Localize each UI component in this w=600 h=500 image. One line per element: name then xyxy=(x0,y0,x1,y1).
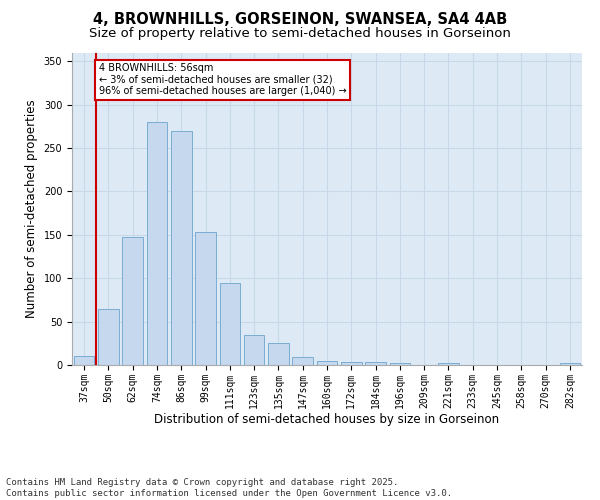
Bar xyxy=(341,362,362,365)
Bar xyxy=(438,364,459,365)
Y-axis label: Number of semi-detached properties: Number of semi-detached properties xyxy=(25,100,38,318)
Text: Contains HM Land Registry data © Crown copyright and database right 2025.
Contai: Contains HM Land Registry data © Crown c… xyxy=(6,478,452,498)
Bar xyxy=(268,344,289,365)
Bar xyxy=(195,232,216,365)
Bar xyxy=(74,356,94,365)
Text: 4, BROWNHILLS, GORSEINON, SWANSEA, SA4 4AB: 4, BROWNHILLS, GORSEINON, SWANSEA, SA4 4… xyxy=(93,12,507,28)
Bar xyxy=(389,364,410,365)
X-axis label: Distribution of semi-detached houses by size in Gorseinon: Distribution of semi-detached houses by … xyxy=(154,414,500,426)
Text: 4 BROWNHILLS: 56sqm
← 3% of semi-detached houses are smaller (32)
96% of semi-de: 4 BROWNHILLS: 56sqm ← 3% of semi-detache… xyxy=(99,63,346,96)
Bar xyxy=(317,360,337,365)
Text: Size of property relative to semi-detached houses in Gorseinon: Size of property relative to semi-detach… xyxy=(89,28,511,40)
Bar xyxy=(365,362,386,365)
Bar xyxy=(292,357,313,365)
Bar xyxy=(171,130,191,365)
Bar xyxy=(220,282,240,365)
Bar xyxy=(98,310,119,365)
Bar xyxy=(146,122,167,365)
Bar xyxy=(244,334,265,365)
Bar xyxy=(560,364,580,365)
Bar xyxy=(122,236,143,365)
